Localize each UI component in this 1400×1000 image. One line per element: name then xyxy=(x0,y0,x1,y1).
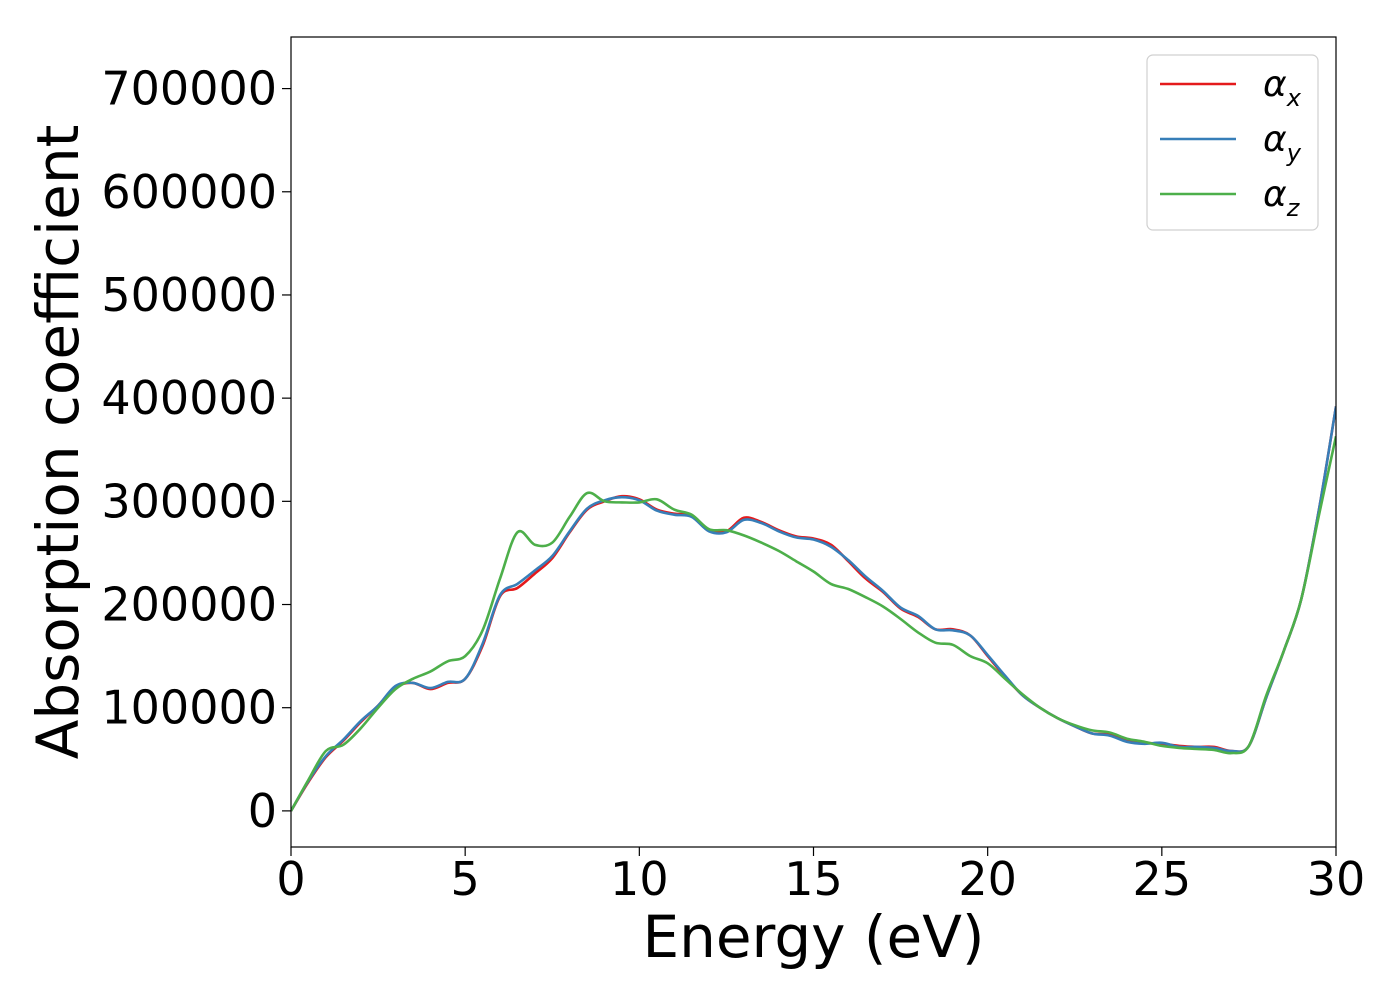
legend-label-x: αx xyxy=(1263,64,1302,112)
y-tick-label: 400000 xyxy=(101,371,277,425)
series-line-y xyxy=(291,406,1336,812)
x-tick-label: 0 xyxy=(276,852,305,906)
y-tick-label: 700000 xyxy=(101,62,277,116)
y-tick-label: 500000 xyxy=(101,268,277,322)
y-axis: 0 100000 200000 300000 400000 500000 600000 700… xyxy=(101,62,291,838)
x-tick-label: 15 xyxy=(784,852,843,906)
legend-label-y: αy xyxy=(1263,119,1302,167)
y-tick-label: 0 xyxy=(248,784,277,838)
x-tick-label: 25 xyxy=(1133,852,1192,906)
y-axis-label: Absorption coefficient xyxy=(24,125,92,760)
y-tick-label: 100000 xyxy=(101,681,277,735)
x-axis-label: Energy (eV) xyxy=(642,903,984,971)
legend: αx αy αz xyxy=(1146,54,1319,231)
x-axis: 0 5 10 15 20 25 30 xyxy=(276,847,1365,906)
legend-label-z: αz xyxy=(1263,174,1301,222)
x-tick-label: 20 xyxy=(958,852,1017,906)
x-tick-label: 10 xyxy=(610,852,669,906)
series-line-z xyxy=(291,436,1336,812)
y-tick-label: 300000 xyxy=(101,474,277,528)
x-tick-label: 30 xyxy=(1307,852,1366,906)
y-tick-label: 600000 xyxy=(101,165,277,219)
x-tick-label: 5 xyxy=(451,852,480,906)
legend-box xyxy=(1146,54,1319,231)
series-layer xyxy=(291,406,1336,812)
y-tick-label: 200000 xyxy=(101,578,277,632)
